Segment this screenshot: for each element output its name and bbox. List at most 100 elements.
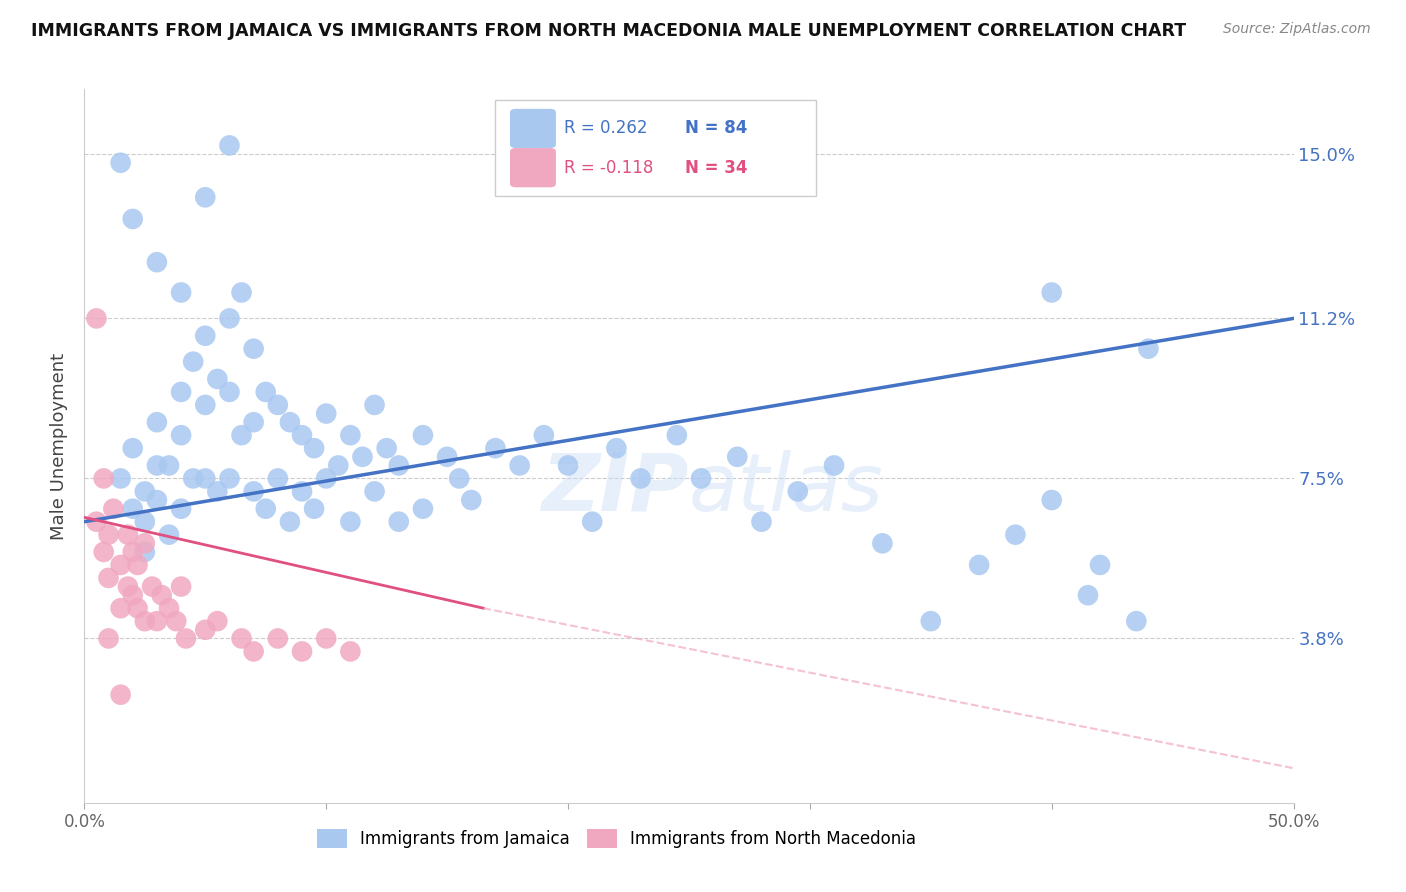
Point (207, 372, 229, 386)
Point (388, 458, 411, 473)
Point (920, 614, 942, 628)
Point (412, 428, 434, 442)
Point (127, 558, 149, 572)
Legend: Immigrants from Jamaica, Immigrants from North Macedonia: Immigrants from Jamaica, Immigrants from… (316, 829, 915, 848)
Point (110, 601, 132, 615)
Point (267, 398, 290, 412)
Point (823, 458, 845, 473)
Point (484, 441, 506, 455)
Point (1077, 588, 1099, 602)
Point (339, 644, 361, 658)
Point (194, 471, 217, 485)
Point (170, 501, 193, 516)
Point (339, 515, 361, 529)
Point (194, 623, 217, 637)
Text: N = 84: N = 84 (685, 120, 748, 137)
Point (93, 471, 115, 485)
Point (170, 285, 193, 300)
Point (134, 545, 156, 559)
Point (278, 415, 301, 429)
Point (194, 328, 217, 343)
Point (121, 588, 143, 602)
Point (291, 484, 314, 499)
Point (751, 515, 773, 529)
Point (242, 484, 264, 499)
Point (110, 558, 132, 572)
Point (157, 458, 180, 473)
Point (1137, 342, 1160, 356)
Point (436, 450, 458, 464)
Point (103, 501, 125, 516)
Point (690, 471, 713, 485)
FancyBboxPatch shape (510, 109, 555, 148)
Point (412, 501, 434, 516)
Point (181, 471, 204, 485)
Point (157, 601, 180, 615)
Point (170, 580, 193, 594)
Point (170, 428, 193, 442)
Point (302, 441, 325, 455)
Point (110, 471, 132, 485)
Point (267, 471, 290, 485)
Point (174, 632, 197, 646)
Point (557, 458, 579, 473)
Point (302, 501, 325, 516)
Point (315, 632, 337, 646)
Point (207, 484, 229, 499)
Point (121, 441, 143, 455)
Point (967, 558, 990, 572)
Point (134, 515, 156, 529)
Point (170, 384, 193, 399)
Point (117, 580, 139, 594)
Point (121, 211, 143, 226)
Point (93, 545, 115, 559)
Point (509, 458, 531, 473)
Point (117, 527, 139, 541)
Point (134, 614, 156, 628)
Point (97, 632, 120, 646)
Point (150, 588, 173, 602)
Point (97, 571, 120, 585)
Point (315, 407, 337, 421)
Point (630, 471, 652, 485)
Point (1125, 614, 1147, 628)
Point (315, 471, 337, 485)
Point (388, 515, 411, 529)
Point (605, 441, 627, 455)
Point (146, 415, 169, 429)
Point (460, 493, 482, 508)
Point (207, 614, 229, 628)
Point (363, 398, 385, 412)
Point (725, 450, 748, 464)
Point (242, 415, 264, 429)
Point (218, 138, 240, 153)
Point (157, 527, 180, 541)
Point (231, 428, 253, 442)
Point (121, 501, 143, 516)
Text: Source: ZipAtlas.com: Source: ZipAtlas.com (1223, 22, 1371, 37)
Point (1040, 493, 1063, 508)
Y-axis label: Male Unemployment: Male Unemployment (51, 352, 69, 540)
Point (165, 614, 187, 628)
Point (97, 527, 120, 541)
Point (339, 428, 361, 442)
Text: ZIP: ZIP (541, 450, 689, 528)
Point (110, 155, 132, 169)
Point (278, 515, 301, 529)
Point (194, 190, 217, 204)
Point (291, 644, 314, 658)
Point (218, 471, 240, 485)
Point (254, 501, 277, 516)
Point (194, 398, 217, 412)
Point (291, 428, 314, 442)
Text: N = 34: N = 34 (685, 159, 748, 177)
Point (267, 632, 290, 646)
Point (121, 545, 143, 559)
Point (181, 354, 204, 368)
Point (146, 458, 169, 473)
Text: R = 0.262: R = 0.262 (564, 120, 648, 137)
Point (127, 601, 149, 615)
FancyBboxPatch shape (510, 148, 555, 187)
Point (242, 644, 264, 658)
Point (146, 614, 169, 628)
